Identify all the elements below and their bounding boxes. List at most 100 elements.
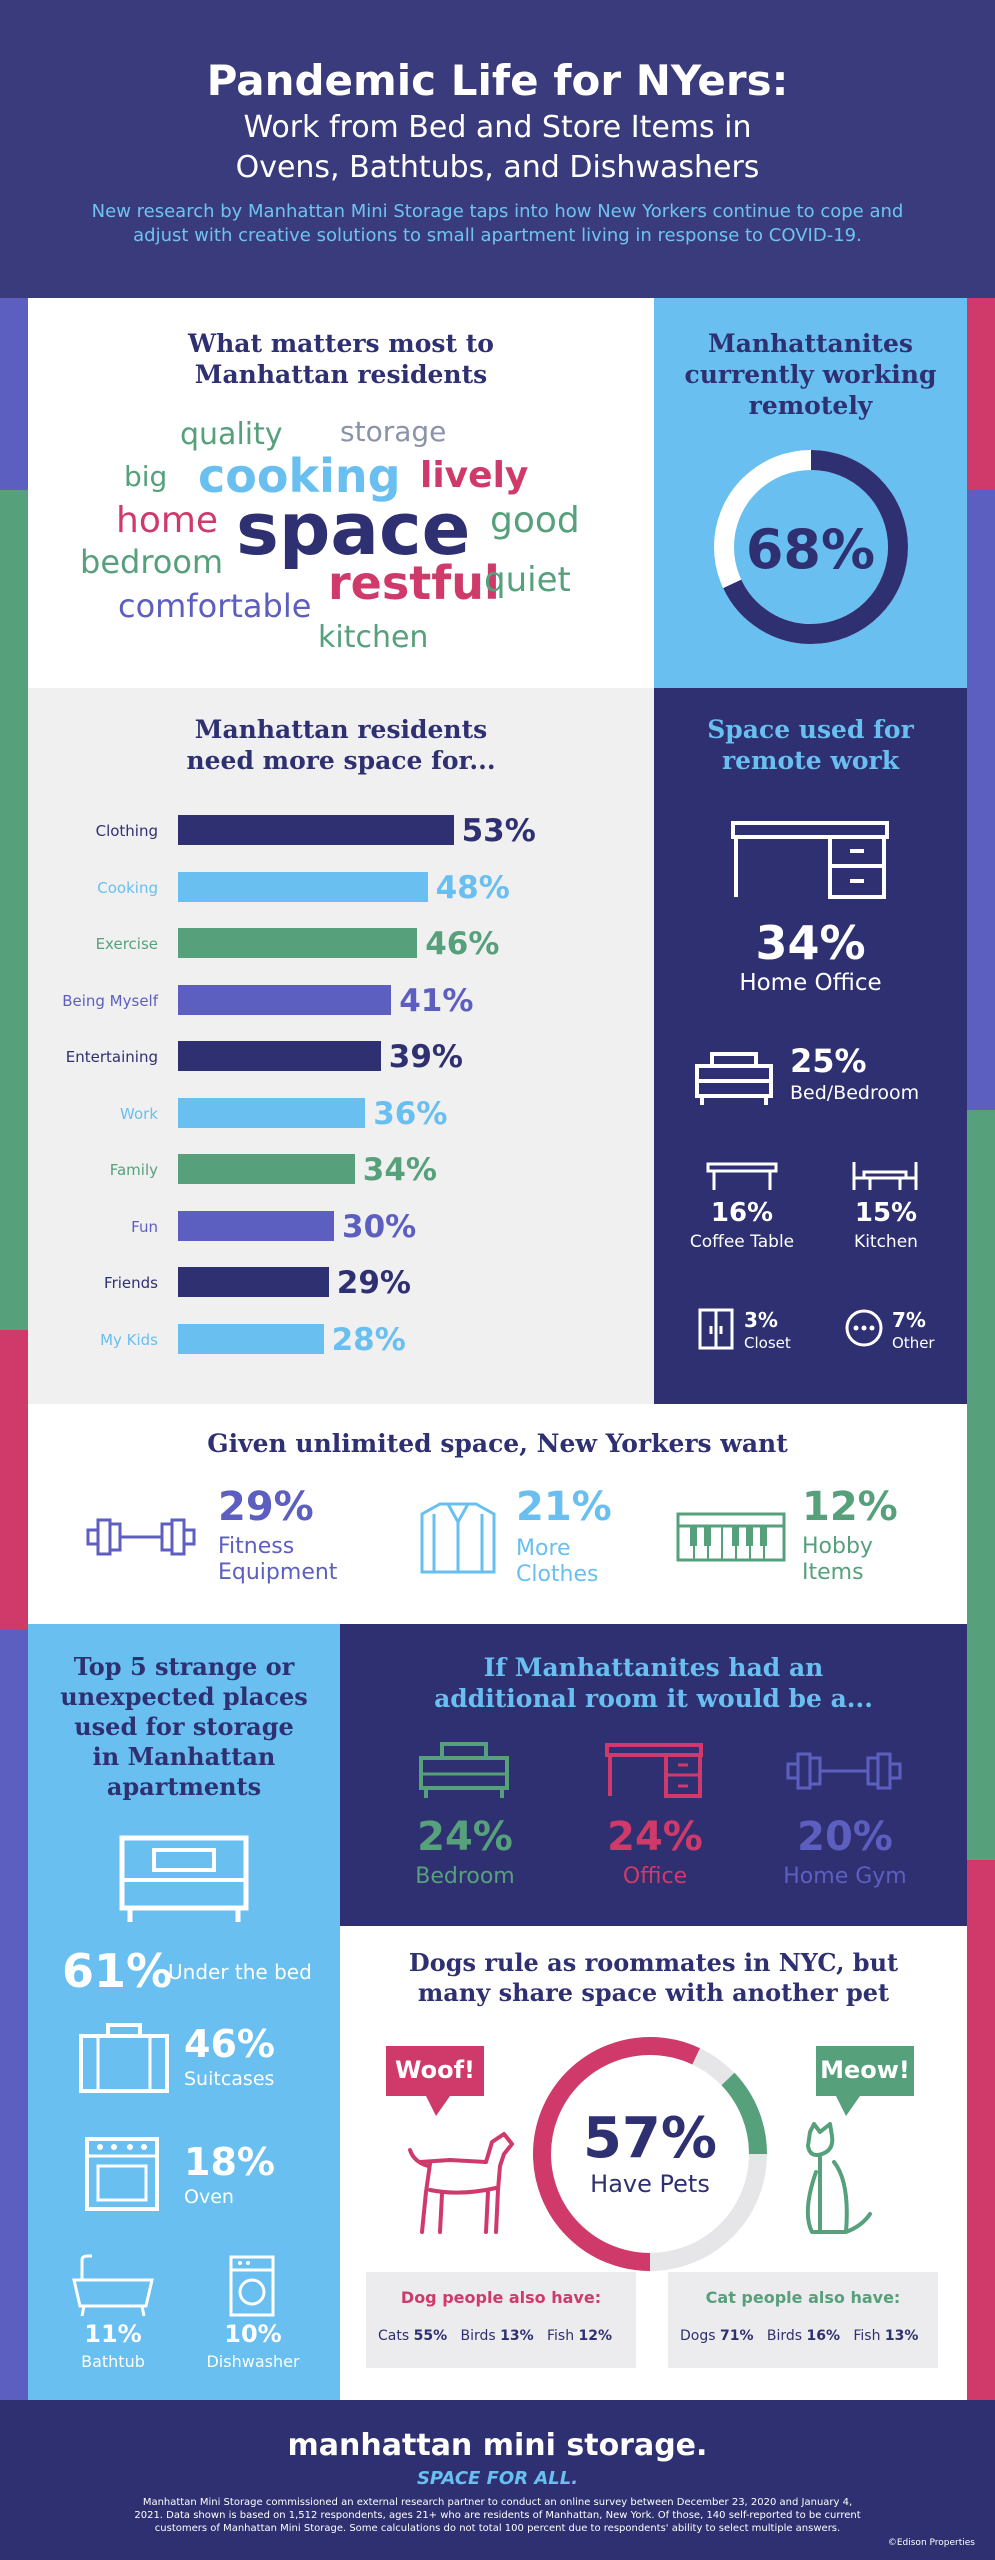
- meow-bubble: [816, 2046, 914, 2096]
- pets-caption: Have Pets: [590, 2170, 710, 2198]
- strange-panel: Top 5 strange or unexpected places used …: [28, 1624, 340, 2400]
- bathtub-label: Bathtub: [81, 2352, 145, 2371]
- pets-donut-green-segment: [721, 2072, 768, 2155]
- word-cloud-title-line-1: What matters most to: [188, 329, 494, 358]
- bar-chart: Clothing 53% Cooking 48% Exercise 46% Being My…: [28, 813, 654, 1385]
- bathtub-icon: [72, 2254, 154, 2317]
- bathtub-value: 11%: [84, 2320, 142, 2348]
- remote-space-title-line-2: remote work: [721, 746, 900, 775]
- woof-bubble: [386, 2046, 484, 2096]
- clothes-value: 21%: [516, 1484, 612, 1530]
- left-strip-purple: [0, 1630, 28, 2400]
- bar-value-label: 39%: [388, 1039, 463, 1075]
- word-home: home: [116, 500, 219, 541]
- bar-row: Family 34%: [28, 1152, 654, 1188]
- bar: [178, 1267, 329, 1297]
- desk-icon: [731, 821, 889, 899]
- oven-value: 18%: [184, 2140, 275, 2184]
- dishwasher-icon: [229, 2255, 275, 2317]
- remote-value: 68%: [745, 518, 876, 581]
- closet-label: Closet: [744, 1334, 791, 1352]
- bar-row: Work 36%: [28, 1096, 654, 1132]
- woof-bubble-tail: [426, 2096, 450, 2116]
- extra-bedroom-value: 24%: [417, 1814, 513, 1860]
- bar-category-label: Cooking: [97, 878, 158, 897]
- bar-value-label: 46%: [425, 926, 500, 962]
- left-strip-pink: [0, 1330, 28, 1630]
- pets-panel: Dogs rule as roommates in NYC, but many …: [340, 1926, 967, 2400]
- home-office-label: Home Office: [739, 970, 882, 996]
- word-restful: restful: [328, 556, 500, 610]
- bed-storage-icon: [119, 1835, 249, 1922]
- cat-people-row: Dogs 71% Birds 16% Fish 13%: [680, 2328, 930, 2344]
- pets-title-line-2: many share space with another pet: [417, 1978, 890, 2007]
- word-kitchen: kitchen: [318, 620, 429, 655]
- bar-value-label: 30%: [342, 1208, 417, 1245]
- bar-value-label: 34%: [362, 1152, 437, 1188]
- hobby-label-1: Hobby: [802, 1534, 873, 1559]
- bar-value-label: 36%: [373, 1095, 448, 1132]
- clothes-label-1: More: [516, 1536, 571, 1561]
- suitcases-label: Suitcases: [184, 2068, 275, 2090]
- coffee-table-label: Coffee Table: [689, 1232, 795, 1252]
- unlimited-title: Given unlimited space, New Yorkers want: [207, 1429, 788, 1458]
- dishwasher-value: 10%: [224, 2320, 282, 2348]
- bar: [178, 1041, 381, 1071]
- remote-space-panel: Space used for remote work 34% Home Offi…: [654, 688, 967, 1404]
- remote-donut-arc: [714, 450, 908, 644]
- bar-row: Clothing 53%: [28, 813, 654, 849]
- cat-icon: [805, 2122, 872, 2234]
- right-strip-green: [967, 1110, 995, 1860]
- word-quiet: quiet: [484, 560, 571, 600]
- other-label: Other: [892, 1334, 935, 1352]
- extra-room-title: If Manhattanites had an additional room …: [340, 1652, 967, 1714]
- right-strip-pink-bottom: [967, 1860, 995, 2400]
- pets-donut: [533, 2037, 768, 2271]
- bar-category-label: Exercise: [95, 935, 158, 953]
- gym-dumbbell-icon: [786, 1752, 902, 1790]
- header: Pandemic Life for NYers: Work from Bed a…: [0, 0, 995, 298]
- keyboard-icon: [676, 1512, 786, 1562]
- dog-cats-value: 55%: [413, 2328, 448, 2344]
- remote-title-line-1: Manhattanites: [708, 329, 913, 358]
- kitchen-value: 15%: [854, 1198, 918, 1228]
- dog-people-box: Dog people also have: Cats 55% Birds 13%…: [366, 2272, 636, 2368]
- bar: [178, 1210, 334, 1241]
- more-icon: [845, 1309, 883, 1347]
- word-comfortable: comfortable: [118, 587, 312, 625]
- dog-icon: [408, 2132, 514, 2234]
- left-strip-green: [0, 490, 28, 1330]
- subtitle-line-1: Work from Bed and Store Items in: [243, 110, 752, 145]
- pets-value: 57%: [582, 2106, 718, 2171]
- bar-row: Friends 29%: [28, 1265, 654, 1301]
- bar: [178, 928, 418, 958]
- kitchen-table-icon: [852, 1162, 918, 1190]
- page-title: Pandemic Life for NYers:: [206, 56, 789, 105]
- extra-room-title-line-1: If Manhattanites had an: [483, 1653, 824, 1682]
- hobby-label-2: Items: [802, 1560, 864, 1585]
- space-needs-title-line-2: need more space for...: [186, 746, 496, 775]
- word-cloud-title: What matters most to Manhattan residents: [28, 328, 654, 390]
- bar: [178, 984, 392, 1015]
- bar: [178, 815, 454, 845]
- bar-value-label: 29%: [336, 1265, 411, 1301]
- remote-space-title: Space used for remote work: [654, 714, 967, 776]
- remote-space-title-line-1: Space used for: [707, 715, 914, 744]
- cat-people-title: Cat people also have:: [705, 2288, 901, 2307]
- other-value: 7%: [892, 1308, 926, 1332]
- bar-row: Entertaining 39%: [28, 1039, 654, 1075]
- suitcase-icon: [79, 2023, 169, 2093]
- bar-category-label: Work: [120, 1104, 158, 1123]
- extra-bedroom-label: Bedroom: [415, 1864, 515, 1889]
- cat-birds-label: Birds: [766, 2328, 803, 2344]
- shirt-icon: [420, 1502, 496, 1574]
- woof-text: Woof!: [395, 2056, 475, 2084]
- bar: [178, 1097, 366, 1128]
- bar-category-label: Entertaining: [65, 1048, 158, 1066]
- word-quality: quality: [180, 417, 283, 452]
- strange-title-line-5: apartments: [106, 1772, 262, 1801]
- remote-donut: [714, 450, 908, 644]
- bar: [178, 1323, 324, 1354]
- oven-label: Oven: [184, 2186, 234, 2208]
